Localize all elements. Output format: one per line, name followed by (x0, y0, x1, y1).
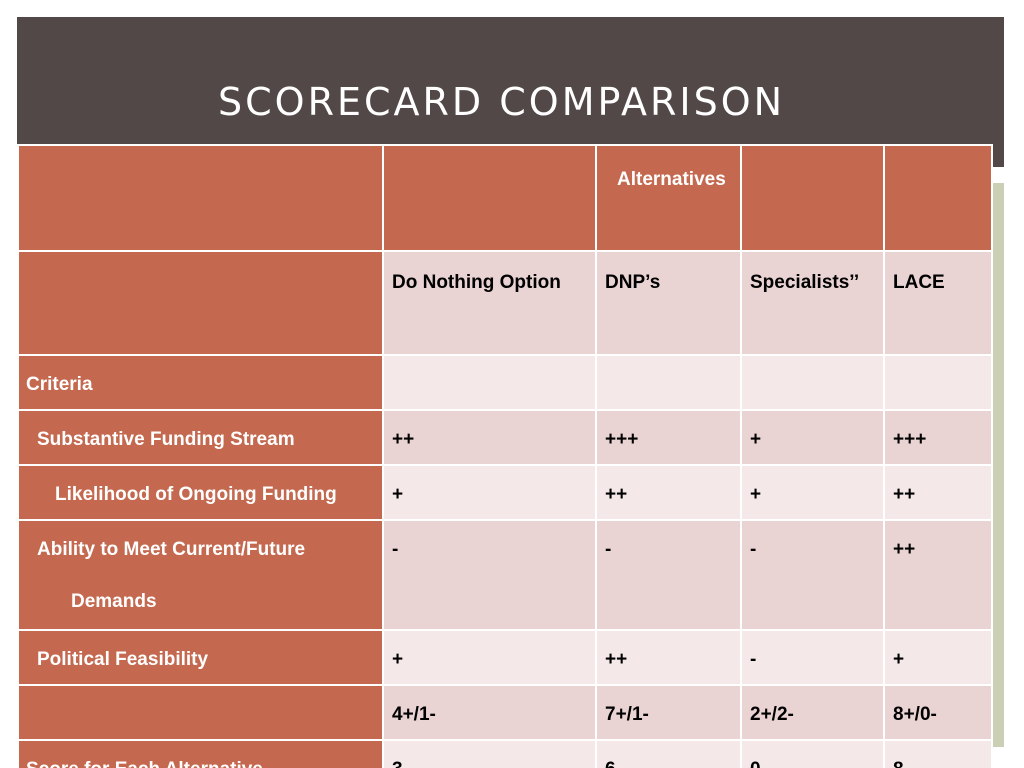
table-cell: ++ (883, 519, 993, 631)
score-cell: 8 (883, 739, 993, 768)
score-cell: 6 (595, 739, 742, 768)
table-cell: +++ (883, 409, 993, 466)
table-row: Substantive Funding Stream ++ +++ + +++ (17, 409, 993, 466)
table-cell: +++ (595, 409, 742, 466)
table-cell: - (382, 519, 597, 631)
criterion-label-line1: Ability to Meet Current/Future (37, 539, 306, 560)
column-header-specialists: Specialists’’ (740, 250, 885, 356)
table-header-cell (382, 144, 597, 252)
table-cell: ++ (883, 464, 993, 521)
table-corner-cell (17, 144, 384, 252)
table-cell (382, 354, 597, 411)
criterion-label-line2: Demands (71, 591, 157, 612)
total-cell: 2+/2- (740, 684, 885, 741)
table-label-cell (17, 684, 384, 741)
table-cell: ++ (382, 409, 597, 466)
table-cell: + (883, 629, 993, 686)
table-header-row: Alternatives (17, 144, 993, 252)
alternative-names-row: Do Nothing Option DNP’s Specialists’’ LA… (17, 250, 993, 356)
column-header-do-nothing: Do Nothing Option (382, 250, 597, 356)
total-cell: 4+/1- (382, 684, 597, 741)
criterion-label: Substantive Funding Stream (17, 409, 384, 466)
slide-title: SCORECARD COMPARISON (218, 80, 786, 124)
table-cell (883, 354, 993, 411)
table-cell: - (740, 519, 885, 631)
totals-row: 4+/1- 7+/1- 2+/2- 8+/0- (17, 684, 993, 741)
score-cell: 3 (382, 739, 597, 768)
table-cell: + (740, 464, 885, 521)
table-cell: + (382, 464, 597, 521)
table-cell: - (595, 519, 742, 631)
table-row: Ability to Meet Current/Future Demands -… (17, 519, 993, 631)
total-cell: 8+/0- (883, 684, 993, 741)
score-cell: 0 (740, 739, 885, 768)
table-cell: + (740, 409, 885, 466)
table-cell: + (382, 629, 597, 686)
table-header-cell (883, 144, 993, 252)
table-cell: ++ (595, 629, 742, 686)
side-accent-bar (992, 183, 1004, 747)
table-header-cell (740, 144, 885, 252)
table-row: Likelihood of Ongoing Funding + ++ + ++ (17, 464, 993, 521)
criterion-label: Political Feasibility (17, 629, 384, 686)
table-cell: ++ (595, 464, 742, 521)
table-cell (740, 354, 885, 411)
alternatives-header: Alternatives (595, 144, 742, 252)
criteria-label: Criteria (17, 354, 384, 411)
total-cell: 7+/1- (595, 684, 742, 741)
score-row: Score for Each Alternative 3 6 0 8 (17, 739, 993, 768)
column-header-lace: LACE (883, 250, 993, 356)
title-bar (17, 17, 1004, 167)
table-cell (595, 354, 742, 411)
column-header-dnps: DNP’s (595, 250, 742, 356)
table-label-cell (17, 250, 384, 356)
criteria-heading-row: Criteria (17, 354, 993, 411)
scorecard-table: Alternatives Do Nothing Option DNP’s Spe… (17, 144, 993, 768)
criterion-label: Ability to Meet Current/Future Demands (17, 519, 384, 631)
score-label: Score for Each Alternative (17, 739, 384, 768)
table-cell: - (740, 629, 885, 686)
criterion-label: Likelihood of Ongoing Funding (17, 464, 384, 521)
table-row: Political Feasibility + ++ - + (17, 629, 993, 686)
